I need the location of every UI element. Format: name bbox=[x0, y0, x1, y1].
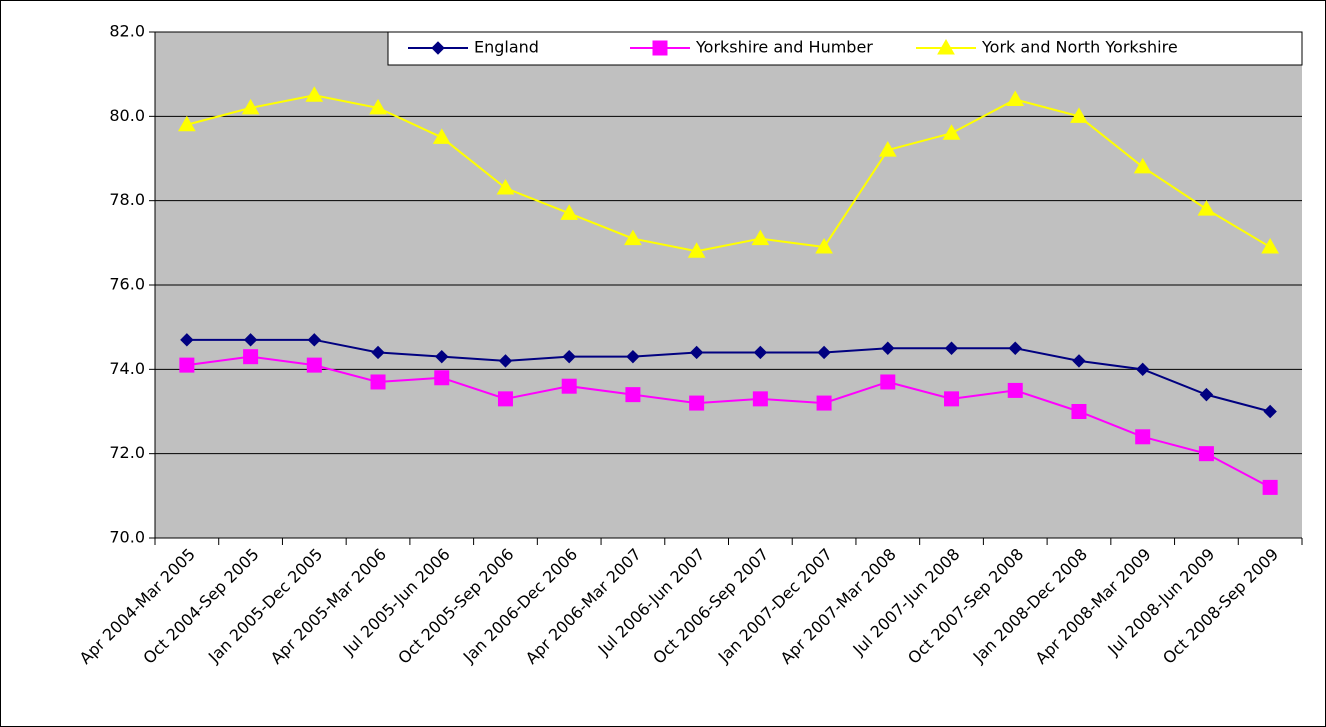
legend-label: York and North Yorkshire bbox=[981, 38, 1178, 57]
marker bbox=[1072, 354, 1086, 368]
marker bbox=[1261, 238, 1280, 254]
marker bbox=[944, 341, 959, 355]
marker bbox=[497, 391, 513, 407]
y-tick-label: 72.0 bbox=[109, 443, 145, 462]
series-line bbox=[186, 355, 1271, 489]
marker bbox=[625, 387, 641, 403]
marker bbox=[1071, 404, 1087, 419]
marker bbox=[1008, 341, 1022, 355]
y-tick-label: 74.0 bbox=[109, 359, 145, 378]
marker bbox=[241, 98, 260, 115]
marker bbox=[751, 229, 770, 246]
marker bbox=[881, 341, 895, 355]
marker bbox=[307, 333, 322, 347]
marker bbox=[369, 98, 387, 115]
marker bbox=[306, 357, 322, 373]
marker bbox=[561, 378, 577, 394]
marker bbox=[179, 357, 195, 373]
marker bbox=[626, 349, 640, 364]
marker bbox=[1007, 382, 1023, 398]
marker bbox=[1135, 362, 1150, 377]
marker bbox=[944, 391, 960, 407]
marker bbox=[1198, 446, 1214, 462]
marker bbox=[689, 395, 705, 411]
marker bbox=[815, 238, 833, 254]
marker bbox=[1263, 404, 1277, 419]
marker bbox=[435, 349, 449, 364]
marker bbox=[371, 345, 385, 360]
marker bbox=[942, 124, 961, 140]
marker bbox=[305, 86, 324, 102]
marker bbox=[816, 395, 832, 411]
marker bbox=[1199, 387, 1214, 402]
legend-marker bbox=[652, 40, 668, 56]
marker bbox=[434, 370, 450, 386]
marker bbox=[562, 349, 576, 364]
legend-label: England bbox=[474, 38, 539, 57]
marker bbox=[752, 391, 768, 407]
marker bbox=[624, 229, 642, 246]
marker bbox=[753, 345, 768, 360]
marker bbox=[687, 242, 706, 258]
marker bbox=[1135, 429, 1151, 445]
marker bbox=[1070, 107, 1088, 123]
marker bbox=[689, 345, 704, 360]
marker bbox=[496, 179, 515, 195]
marker bbox=[1262, 479, 1278, 495]
y-tick-label: 82.0 bbox=[109, 22, 145, 41]
y-tick-label: 78.0 bbox=[109, 190, 145, 209]
marker bbox=[432, 128, 451, 144]
y-tick-label: 76.0 bbox=[109, 275, 145, 294]
marker bbox=[180, 333, 194, 347]
marker bbox=[177, 115, 196, 132]
legend-marker bbox=[431, 41, 445, 55]
legend-box bbox=[387, 31, 1303, 66]
marker bbox=[817, 345, 831, 360]
marker bbox=[560, 204, 579, 220]
marker bbox=[243, 333, 258, 347]
series-line bbox=[186, 338, 1271, 413]
legend-marker bbox=[937, 38, 955, 55]
legend-label: Yorkshire and Humber bbox=[695, 38, 873, 57]
marker bbox=[878, 141, 897, 157]
marker bbox=[498, 354, 513, 368]
marker bbox=[243, 349, 259, 365]
marker bbox=[1006, 90, 1025, 106]
marker bbox=[880, 374, 896, 390]
marker bbox=[1197, 200, 1216, 216]
series-line bbox=[186, 94, 1271, 253]
y-tick-label: 80.0 bbox=[109, 106, 145, 125]
marker bbox=[370, 374, 386, 390]
marker bbox=[1133, 157, 1152, 174]
y-tick-label: 70.0 bbox=[109, 528, 145, 547]
